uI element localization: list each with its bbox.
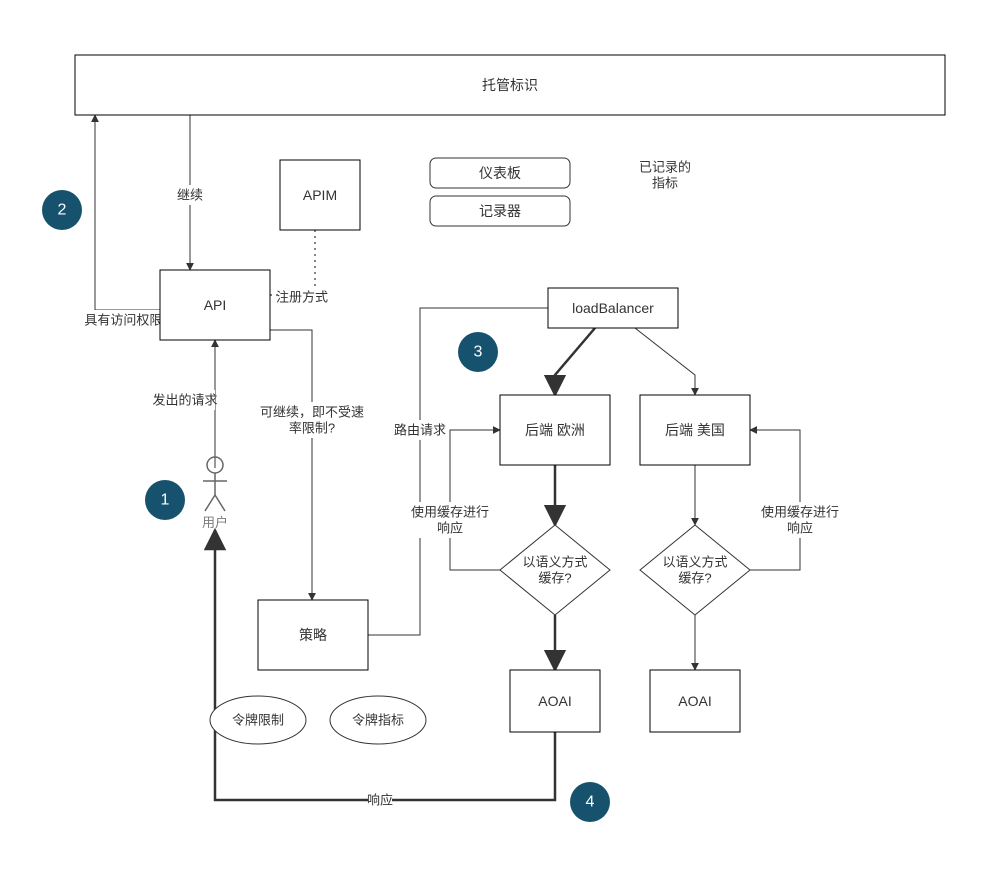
user-actor-leg-r [215, 495, 225, 511]
edge-label-e_cache_eu_back: 使用缓存进行 [411, 505, 489, 520]
node-label-cache_us: 缓存? [678, 571, 711, 586]
edge-label-e_response: 响应 [367, 793, 393, 808]
node-label-lb: loadBalancer [572, 300, 654, 316]
edge-label-e_access: 具有访问权限? [84, 313, 169, 328]
edge-label-e_cache_us_back: 使用缓存进行 [761, 505, 839, 520]
edge-label-e_policy_lb: 路由请求 [394, 423, 446, 438]
node-label-token_metric: 令牌指标 [352, 713, 404, 728]
node-label-token_limit: 令牌限制 [232, 713, 284, 728]
badge-label-b4: 4 [586, 794, 595, 811]
edge-label-e_api_policy: 可继续，即不受速 [260, 405, 364, 420]
node-label-metrics_txt: 已记录的 [639, 160, 691, 175]
node-label-aoai_us: AOAI [678, 693, 711, 709]
node-label-hosted_id: 托管标识 [482, 77, 538, 93]
diagram-canvas: 继续具有访问权限? 发出的请求 注册方式可继续，即不受速率限制? 路由请求使用缓存进行… [0, 0, 999, 879]
edge-label-e_continue: 继续 [177, 188, 203, 203]
edge-label-e_apim_api: 注册方式 [276, 290, 328, 305]
edge-label-e_cache_us_back: 响应 [787, 521, 813, 536]
badge-label-b2: 2 [58, 202, 67, 219]
node-label-backend_us: 后端 美国 [665, 422, 725, 438]
node-label-backend_eu: 后端 欧洲 [525, 422, 585, 438]
badge-label-b3: 3 [474, 344, 483, 361]
user-actor-leg-l [205, 495, 215, 511]
edge-e_access [95, 115, 160, 310]
node-label-dashboard: 仪表板 [479, 165, 521, 181]
edge-e_apim_api [270, 230, 315, 295]
edge-e_api_policy [270, 330, 312, 600]
node-label-aoai_eu: AOAI [538, 693, 571, 709]
node-label-api: API [204, 297, 227, 313]
user-actor-label: 用户 [202, 515, 228, 530]
edge-label-e_cache_eu_back: 响应 [437, 521, 463, 536]
node-label-logger: 记录器 [479, 203, 521, 219]
edge-label-e_request: 发出的请求 [152, 393, 217, 408]
edge-e_lb_eu [555, 328, 595, 395]
node-label-cache_us: 以语义方式 [662, 555, 727, 570]
edge-label-e_api_policy: 率限制? [289, 421, 335, 436]
node-label-policy: 策略 [299, 627, 327, 643]
edge-e_cache_us_back [750, 430, 800, 570]
badge-label-b1: 1 [161, 492, 170, 509]
node-label-cache_eu: 缓存? [538, 571, 571, 586]
node-label-cache_eu: 以语义方式 [522, 555, 587, 570]
node-label-metrics_txt: 指标 [652, 176, 678, 191]
node-label-apim: APIM [303, 187, 337, 203]
edge-e_cache_eu_back [450, 430, 500, 570]
edge-e_lb_us [635, 328, 695, 395]
